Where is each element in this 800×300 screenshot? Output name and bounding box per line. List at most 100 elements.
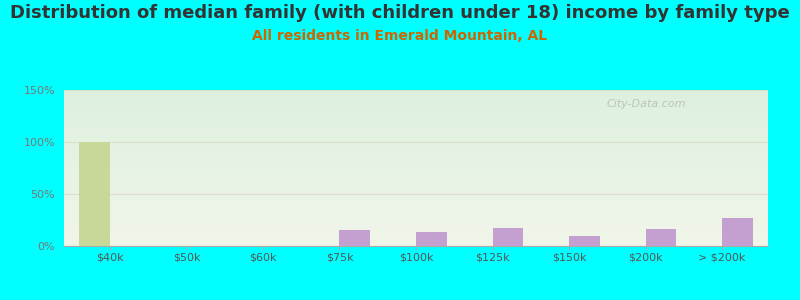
Bar [64, 136, 768, 137]
Bar [64, 184, 768, 185]
Bar [64, 220, 768, 221]
Bar [64, 205, 768, 206]
Bar [64, 229, 768, 230]
Bar [64, 129, 768, 130]
Bar [64, 105, 768, 106]
Bar [64, 126, 768, 127]
Text: All residents in Emerald Mountain, AL: All residents in Emerald Mountain, AL [253, 28, 547, 43]
Bar [64, 221, 768, 222]
Bar [64, 111, 768, 112]
Bar [64, 226, 768, 227]
Bar [64, 167, 768, 168]
Bar [64, 235, 768, 236]
Bar [64, 181, 768, 182]
Bar [64, 206, 768, 207]
Bar [64, 149, 768, 150]
Bar [64, 141, 768, 142]
Bar [64, 222, 768, 223]
Bar [64, 93, 768, 94]
Bar [64, 242, 768, 243]
Bar [64, 189, 768, 190]
Bar [64, 100, 768, 101]
Bar [64, 212, 768, 213]
Bar [64, 137, 768, 138]
Bar [64, 209, 768, 210]
Bar [64, 144, 768, 145]
Bar [64, 153, 768, 154]
Bar [64, 177, 768, 178]
Bar [64, 193, 768, 194]
Bar [64, 98, 768, 99]
Bar [64, 142, 768, 143]
Bar [64, 241, 768, 242]
Bar [64, 176, 768, 177]
Bar [64, 127, 768, 128]
Bar [64, 174, 768, 175]
Bar [569, 236, 600, 246]
Text: Distribution of median family (with children under 18) income by family type: Distribution of median family (with chil… [10, 4, 790, 22]
Bar [64, 128, 768, 129]
Bar [64, 119, 768, 120]
Bar [64, 191, 768, 192]
Bar [64, 197, 768, 198]
Bar [64, 145, 768, 146]
Bar [64, 240, 768, 241]
Bar [64, 95, 768, 96]
Bar [64, 232, 768, 233]
Bar [64, 234, 768, 235]
Bar [64, 168, 768, 169]
Bar [64, 106, 768, 107]
Bar [64, 147, 768, 148]
Bar [722, 218, 753, 246]
Bar [64, 219, 768, 220]
Bar [64, 172, 768, 173]
Bar [64, 99, 768, 100]
Bar [64, 123, 768, 124]
Bar [64, 208, 768, 209]
Bar [64, 92, 768, 93]
Bar [64, 192, 768, 193]
Bar [64, 109, 768, 110]
Bar [64, 97, 768, 98]
Bar [64, 231, 768, 232]
Bar [64, 125, 768, 126]
Bar [64, 185, 768, 186]
Bar [64, 156, 768, 157]
Bar [64, 96, 768, 97]
Bar [64, 104, 768, 105]
Bar [64, 118, 768, 119]
Bar [64, 160, 768, 161]
Bar [64, 228, 768, 229]
Bar [64, 108, 768, 109]
Bar [64, 101, 768, 102]
Bar [64, 202, 768, 203]
Bar [64, 203, 768, 204]
Bar [64, 245, 768, 246]
Bar [64, 230, 768, 231]
Legend: Married couple, Male, no wife: Married couple, Male, no wife [288, 296, 544, 300]
Bar [64, 171, 768, 172]
Bar [64, 162, 768, 163]
Bar [64, 233, 768, 234]
Bar [64, 151, 768, 152]
Bar [64, 237, 768, 238]
Bar [64, 154, 768, 155]
Bar [64, 214, 768, 215]
Bar [64, 213, 768, 214]
Bar [64, 227, 768, 228]
Bar [339, 230, 370, 246]
Bar [64, 152, 768, 153]
Bar [64, 173, 768, 174]
Bar [64, 211, 768, 212]
Bar [64, 200, 768, 201]
Bar [64, 158, 768, 159]
Bar [64, 120, 768, 121]
Bar [64, 113, 768, 114]
Bar [64, 131, 768, 132]
Bar [64, 140, 768, 141]
Bar [64, 182, 768, 183]
Bar [64, 207, 768, 208]
Bar [64, 150, 768, 151]
Bar [64, 236, 768, 237]
Bar [64, 199, 768, 200]
